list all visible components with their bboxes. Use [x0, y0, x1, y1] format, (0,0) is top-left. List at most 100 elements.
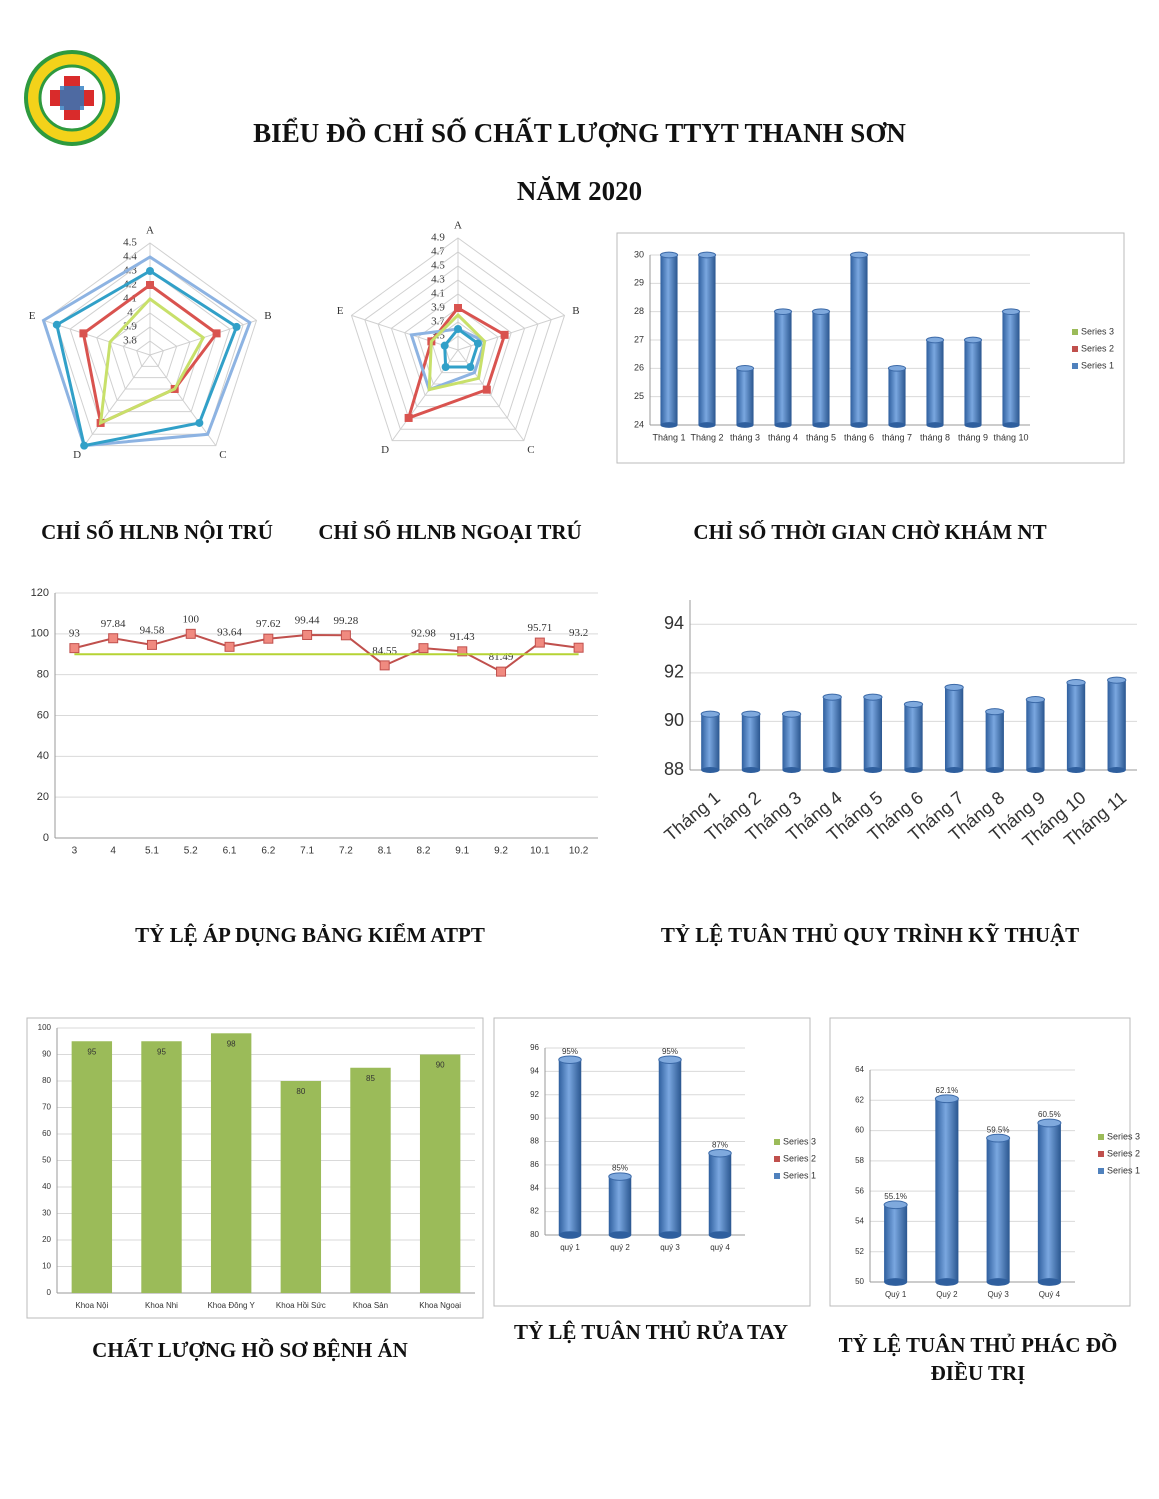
- cylinder-base: [986, 1278, 1010, 1286]
- x-tick-label: 3: [72, 846, 78, 857]
- cylinder-top: [700, 710, 720, 718]
- y-tick-label: 30: [42, 1209, 51, 1218]
- data-label: 55.1%: [884, 1192, 907, 1201]
- y-tick-label: 86: [530, 1160, 539, 1169]
- x-tick-label: 6.2: [261, 846, 275, 857]
- logo: [24, 50, 120, 146]
- y-tick-label: 20: [37, 791, 49, 803]
- cylinder-base: [1037, 1278, 1061, 1286]
- x-tick-label: Quý 3: [987, 1290, 1009, 1299]
- bar: [708, 1153, 732, 1235]
- chart-caption: CHỈ SỐ THỜI GIAN CHỜ KHÁM NT: [693, 520, 1047, 544]
- bar: [280, 1081, 322, 1293]
- marker: [441, 362, 450, 371]
- y-tick-label: 90: [530, 1113, 539, 1122]
- cylinder-base: [863, 766, 883, 774]
- x-tick-label: Khoa Hồi Sức: [276, 1301, 326, 1310]
- chart-caption: CHẤT LƯỢNG HỒ SƠ BỆNH ÁN: [92, 1338, 408, 1362]
- marker: [302, 629, 313, 640]
- cylinder-base: [926, 422, 944, 428]
- data-label: 60.5%: [1038, 1110, 1061, 1119]
- cylinder-base: [701, 766, 720, 774]
- x-tick-label: 7.1: [300, 846, 314, 857]
- legend-label: Series 2: [783, 1153, 816, 1163]
- grid-ring: [377, 265, 539, 419]
- legend-label: Series 3: [783, 1136, 816, 1146]
- chart-frame: [616, 232, 1125, 464]
- data-label: 85%: [612, 1164, 628, 1173]
- bar-chart: 0 10 20 30 40 50 60 70 80 90 100 Khoa Nội Khoa Nhi Kh…: [26, 1017, 484, 1319]
- marker: [224, 641, 235, 652]
- cylinder-top: [934, 1094, 959, 1104]
- grid-ring: [390, 279, 526, 408]
- data-label: 80: [296, 1087, 305, 1096]
- y-tick-label: 28: [634, 306, 644, 316]
- legend-label: Series 3: [1081, 326, 1114, 336]
- axis-label: D: [73, 449, 81, 461]
- marker: [418, 643, 429, 654]
- legend-swatch: [1072, 363, 1078, 369]
- x-tick-label: quý 4: [710, 1243, 730, 1252]
- cylinder-top: [887, 364, 907, 372]
- y-tick-label: 120: [31, 587, 49, 599]
- data-label: 93.64: [217, 626, 242, 638]
- cylinder-top: [773, 308, 793, 316]
- data-label: 85: [366, 1074, 375, 1083]
- axis-label: C: [527, 444, 534, 456]
- bar: [71, 1041, 113, 1293]
- y-tick-label: 84: [530, 1183, 539, 1192]
- grid-ring: [69, 270, 231, 424]
- grid-ring: [122, 326, 178, 379]
- y-tick-label: 60: [855, 1126, 864, 1135]
- bar: [863, 697, 883, 770]
- cylinder-base: [850, 422, 868, 428]
- cylinder-top: [985, 708, 1005, 716]
- bar: [782, 714, 801, 770]
- axis-spoke: [83, 354, 151, 446]
- axis-label: D: [381, 444, 389, 456]
- bar: [1107, 680, 1126, 770]
- bar: [774, 311, 792, 425]
- cylinder-top: [1025, 696, 1046, 704]
- chart-frame: [493, 1017, 811, 1307]
- cylinder-base: [812, 422, 830, 428]
- x-tick-label: quý 3: [660, 1243, 680, 1252]
- marker: [534, 637, 545, 648]
- y-tick-label: 100: [31, 628, 49, 640]
- data-label: 97.84: [101, 618, 126, 630]
- grid-ring: [364, 251, 552, 430]
- y-tick-label: 56: [855, 1186, 864, 1195]
- bar: [944, 687, 964, 770]
- data-label: 95.71: [527, 622, 552, 634]
- legend-swatch: [774, 1139, 780, 1145]
- cylinder-base: [888, 422, 906, 428]
- x-tick-label: 10.1: [530, 846, 550, 857]
- cylinder-top: [1107, 676, 1127, 684]
- grid-ring: [109, 312, 191, 390]
- axis-label: B: [572, 305, 579, 317]
- cylinder-base: [944, 766, 964, 774]
- cylinder-base: [658, 1231, 682, 1239]
- y-tick-label: 94: [530, 1066, 539, 1075]
- y-tick-label: 64: [855, 1065, 864, 1074]
- marker: [457, 646, 468, 657]
- y-tick-label: 96: [530, 1043, 539, 1052]
- r-tick-label: 4: [127, 307, 133, 319]
- cylinder-base: [985, 766, 1004, 774]
- data-label: 92.98: [411, 628, 436, 640]
- x-tick-label: tháng 10: [993, 432, 1028, 442]
- cylinder-base: [741, 766, 761, 774]
- data-label: 87%: [712, 1140, 728, 1149]
- bar: [986, 1138, 1010, 1282]
- marker: [454, 304, 462, 312]
- bar: [823, 697, 842, 770]
- cylinder-top: [1037, 1118, 1062, 1128]
- cylinder-base: [884, 1278, 908, 1286]
- data-label: 95: [157, 1047, 166, 1056]
- r-tick-label: 4.9: [431, 232, 445, 244]
- cylinder-top: [658, 1055, 682, 1064]
- axis-label: E: [29, 310, 36, 322]
- y-tick-label: 20: [42, 1235, 51, 1244]
